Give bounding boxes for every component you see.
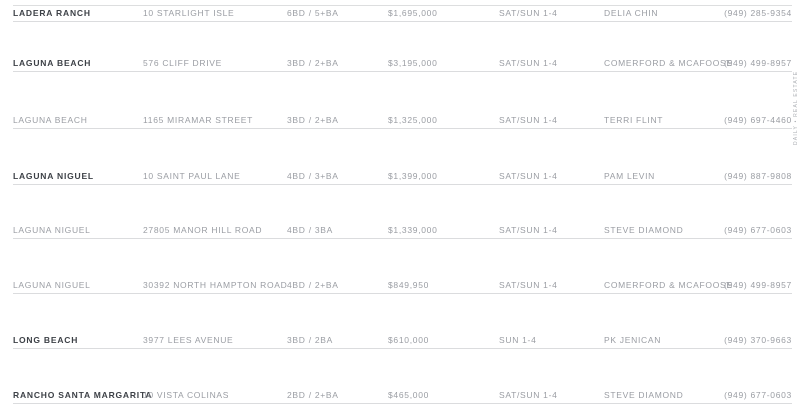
cell-open-house: SAT/SUN 1-4 bbox=[499, 225, 558, 235]
cell-city: LAGUNA NIGUEL bbox=[13, 171, 94, 181]
cell-phone: (949) 499-8957 bbox=[724, 280, 792, 290]
cell-phone: (949) 677-0603 bbox=[724, 390, 792, 400]
cell-city: RANCHO SANTA MARGARITA bbox=[13, 390, 153, 400]
cell-city: LADERA RANCH bbox=[13, 8, 91, 18]
table-row: LADERA RANCH 10 STARLIGHT ISLE 6BD / 5+B… bbox=[13, 0, 792, 22]
cell-beds-baths: 3BD / 2BA bbox=[287, 335, 333, 345]
table-row: LAGUNA BEACH 1165 MIRAMAR STREET 3BD / 2… bbox=[13, 107, 792, 129]
cell-price: $1,325,000 bbox=[388, 115, 438, 125]
cell-address: 3977 LEES AVENUE bbox=[143, 335, 234, 345]
cell-price: $849,950 bbox=[388, 280, 430, 290]
cell-price: $465,000 bbox=[388, 390, 430, 400]
cell-city: LAGUNA NIGUEL bbox=[13, 280, 91, 290]
cell-city: LAGUNA NIGUEL bbox=[13, 225, 91, 235]
cell-beds-baths: 2BD / 2+BA bbox=[287, 390, 339, 400]
table-row: LONG BEACH 3977 LEES AVENUE 3BD / 2BA $6… bbox=[13, 327, 792, 349]
cell-address: 27805 MANOR HILL ROAD bbox=[143, 225, 263, 235]
cell-address: 10 STARLIGHT ISLE bbox=[143, 8, 235, 18]
cell-agent: PK JENICAN bbox=[604, 335, 662, 345]
cell-open-house: SAT/SUN 1-4 bbox=[499, 115, 558, 125]
cell-address: 10 SAINT PAUL LANE bbox=[143, 171, 241, 181]
cell-beds-baths: 6BD / 5+BA bbox=[287, 8, 339, 18]
cell-city: LAGUNA BEACH bbox=[13, 58, 92, 68]
cell-open-house: SAT/SUN 1-4 bbox=[499, 171, 558, 181]
cell-phone: (949) 887-9808 bbox=[724, 171, 792, 181]
cell-city: LAGUNA BEACH bbox=[13, 115, 88, 125]
cell-beds-baths: 4BD / 3BA bbox=[287, 225, 333, 235]
cell-phone: (949) 677-0603 bbox=[724, 225, 792, 235]
cell-beds-baths: 4BD / 2+BA bbox=[287, 280, 339, 290]
cell-city: LONG BEACH bbox=[13, 335, 79, 345]
cell-open-house: SUN 1-4 bbox=[499, 335, 537, 345]
cell-phone: (949) 285-9354 bbox=[724, 8, 792, 18]
cell-price: $1,695,000 bbox=[388, 8, 438, 18]
cell-agent: STEVE DIAMOND bbox=[604, 225, 684, 235]
table-row: LAGUNA BEACH 576 CLIFF DRIVE 3BD / 2+BA … bbox=[13, 50, 792, 72]
cell-address: 10 VISTA COLINAS bbox=[143, 390, 230, 400]
cell-agent: DELIA CHIN bbox=[604, 8, 659, 18]
cell-price: $1,399,000 bbox=[388, 171, 438, 181]
table-row: LAGUNA NIGUEL 27805 MANOR HILL ROAD 4BD … bbox=[13, 217, 792, 239]
cell-address: 576 CLIFF DRIVE bbox=[143, 58, 222, 68]
cell-beds-baths: 3BD / 2+BA bbox=[287, 58, 339, 68]
table-row: LAGUNA NIGUEL 10 SAINT PAUL LANE 4BD / 3… bbox=[13, 163, 792, 185]
cell-price: $3,195,000 bbox=[388, 58, 438, 68]
cell-agent: STEVE DIAMOND bbox=[604, 390, 684, 400]
cell-address: 30392 NORTH HAMPTON ROAD bbox=[143, 280, 288, 290]
cell-open-house: SAT/SUN 1-4 bbox=[499, 58, 558, 68]
cell-address: 1165 MIRAMAR STREET bbox=[143, 115, 253, 125]
cell-open-house: SAT/SUN 1-4 bbox=[499, 390, 558, 400]
cell-phone: (949) 697-4460 bbox=[724, 115, 792, 125]
cell-beds-baths: 4BD / 3+BA bbox=[287, 171, 339, 181]
cell-phone: (949) 370-9663 bbox=[724, 335, 792, 345]
page-edge-vertical-text: DAILY • REAL ESTATE bbox=[793, 70, 799, 145]
table-row: RANCHO SANTA MARGARITA 10 VISTA COLINAS … bbox=[13, 382, 792, 404]
cell-agent: TERRI FLINT bbox=[604, 115, 664, 125]
cell-open-house: SAT/SUN 1-4 bbox=[499, 8, 558, 18]
table-row: LAGUNA NIGUEL 30392 NORTH HAMPTON ROAD 4… bbox=[13, 272, 792, 294]
cell-agent: COMERFORD & MCAFOOSE bbox=[604, 280, 733, 290]
cell-phone: (949) 499-8957 bbox=[724, 58, 792, 68]
cell-price: $610,000 bbox=[388, 335, 430, 345]
cell-open-house: SAT/SUN 1-4 bbox=[499, 280, 558, 290]
cell-beds-baths: 3BD / 2+BA bbox=[287, 115, 339, 125]
cell-price: $1,339,000 bbox=[388, 225, 438, 235]
table-top-rule bbox=[13, 5, 792, 6]
cell-agent: PAM LEVIN bbox=[604, 171, 656, 181]
cell-agent: COMERFORD & MCAFOOSE bbox=[604, 58, 733, 68]
